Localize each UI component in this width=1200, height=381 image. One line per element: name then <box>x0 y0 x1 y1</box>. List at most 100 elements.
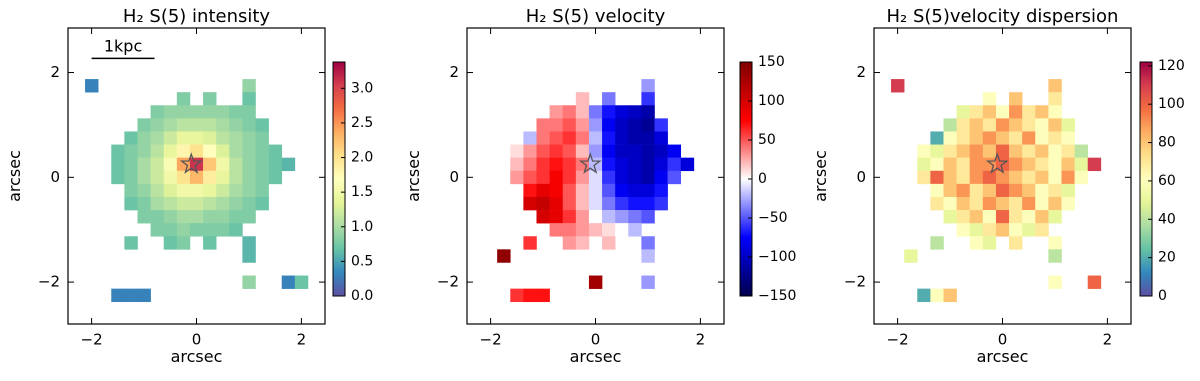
cell <box>891 79 905 93</box>
cell <box>150 223 165 237</box>
cell <box>1022 183 1036 198</box>
cell <box>203 144 217 158</box>
cell <box>575 105 590 119</box>
x-tick-label: 2 <box>1103 331 1113 349</box>
cell <box>575 210 590 224</box>
cell <box>562 131 577 145</box>
colorbar <box>332 61 346 297</box>
cell <box>1061 157 1075 172</box>
cell <box>111 144 125 158</box>
cell <box>930 183 944 198</box>
cell <box>150 210 165 224</box>
colorbar-tick-label: −100 <box>758 249 796 265</box>
cell <box>995 223 1010 237</box>
cell <box>137 183 151 198</box>
cell <box>1048 144 1062 158</box>
cell <box>1061 118 1075 132</box>
cell <box>562 210 577 224</box>
cell <box>1048 79 1062 93</box>
x-axis-label: arcsec <box>570 347 622 366</box>
nucleus-star <box>578 152 602 174</box>
cell <box>615 144 629 158</box>
cell <box>956 196 971 211</box>
cell <box>229 118 243 132</box>
cell <box>1087 157 1102 172</box>
cell <box>641 118 655 132</box>
cell <box>588 210 603 224</box>
cell <box>982 170 997 185</box>
cell <box>1048 118 1062 132</box>
cell <box>615 105 629 119</box>
cell <box>1035 170 1049 185</box>
cell <box>523 144 537 158</box>
cell <box>255 183 269 198</box>
colorbar-tick-label: 120 <box>1158 58 1185 74</box>
cell <box>203 196 217 211</box>
cell <box>641 236 655 250</box>
cell <box>549 170 564 185</box>
cell <box>216 131 230 145</box>
cell <box>242 275 256 289</box>
cell <box>602 170 616 185</box>
cell <box>956 118 971 132</box>
cell <box>654 183 668 198</box>
cell <box>1022 210 1036 224</box>
cell <box>956 144 971 158</box>
colorbar-tick-label: 20 <box>1158 250 1176 266</box>
cell <box>549 105 564 119</box>
cell <box>995 131 1010 145</box>
cell <box>137 157 151 172</box>
cell <box>176 92 191 106</box>
cell <box>163 183 178 198</box>
cell <box>667 170 682 185</box>
y-axis-label: arcsec <box>811 150 830 202</box>
cell <box>137 170 151 185</box>
cell <box>124 144 138 158</box>
cell <box>203 183 217 198</box>
cell <box>1074 157 1089 172</box>
cell <box>995 210 1010 224</box>
cell <box>549 210 564 224</box>
cell <box>1061 144 1075 158</box>
cell <box>615 157 629 172</box>
colorbar-tick-label: 1.5 <box>351 184 373 200</box>
cell <box>137 131 151 145</box>
cell <box>562 105 577 119</box>
cell <box>163 170 178 185</box>
cell <box>956 210 971 224</box>
cell <box>242 210 256 224</box>
cell <box>575 223 590 237</box>
cell <box>562 196 577 211</box>
colorbar-tick-label: 80 <box>1158 135 1176 151</box>
cell <box>1022 196 1036 211</box>
cell <box>163 210 178 224</box>
cell <box>1061 183 1075 198</box>
cell <box>111 157 125 172</box>
cell <box>536 170 550 185</box>
cell <box>562 236 577 250</box>
cell <box>203 131 217 145</box>
nucleus-star <box>985 152 1009 174</box>
cell <box>1009 92 1023 106</box>
cell <box>562 223 577 237</box>
cell <box>124 131 138 145</box>
cell <box>510 170 524 185</box>
y-tick-label: 2 <box>449 63 459 81</box>
cell <box>917 288 931 303</box>
cell <box>969 223 984 237</box>
cell <box>1035 210 1049 224</box>
cell <box>562 170 577 185</box>
cell <box>229 210 243 224</box>
cell <box>163 131 178 145</box>
cell <box>203 92 217 106</box>
cell <box>1035 223 1049 237</box>
cell <box>163 118 178 132</box>
cell <box>111 288 125 303</box>
cell <box>150 105 165 119</box>
cell <box>1035 105 1049 119</box>
cell <box>536 131 550 145</box>
colorbar-tick-label: 0.0 <box>351 288 373 304</box>
cell <box>641 170 655 185</box>
cell <box>510 144 524 158</box>
cell <box>602 92 616 106</box>
